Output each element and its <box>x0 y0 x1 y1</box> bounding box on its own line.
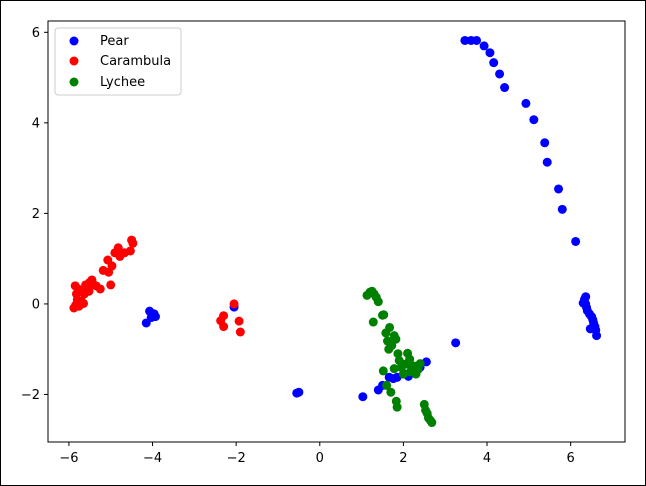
legend-marker-pear <box>69 36 79 46</box>
legend-label-carambula: Carambula <box>100 54 171 69</box>
data-point <box>554 184 564 194</box>
legend-marker-lychee <box>69 77 79 87</box>
data-point <box>581 292 591 302</box>
x-tick-label: −6 <box>59 451 78 466</box>
data-point <box>472 35 482 45</box>
series-carambula <box>69 235 245 337</box>
data-point <box>95 284 105 294</box>
y-tick-label: 2 <box>32 207 40 222</box>
data-point <box>358 392 368 402</box>
data-point <box>405 354 415 364</box>
data-point <box>571 236 581 246</box>
data-point <box>479 41 489 51</box>
legend-entry-carambula: Carambula <box>69 54 171 69</box>
y-tick-label: 4 <box>32 116 40 131</box>
legend-entry-lychee: Lychee <box>69 75 145 90</box>
data-point <box>84 286 94 296</box>
points-layer <box>69 35 602 428</box>
data-point <box>73 284 83 294</box>
legend-label-pear: Pear <box>100 34 129 49</box>
y-axis: −2 0 2 4 6 <box>21 26 48 403</box>
x-tick-label: 6 <box>567 451 575 466</box>
data-point <box>235 327 245 337</box>
data-point <box>113 243 123 253</box>
data-point <box>385 322 395 332</box>
x-tick-label: 2 <box>399 451 407 466</box>
y-tick-label: 6 <box>32 26 40 41</box>
y-tick-label: 0 <box>32 297 40 312</box>
data-point <box>128 238 138 248</box>
data-point <box>392 402 402 412</box>
data-point <box>500 83 510 93</box>
data-point <box>379 310 389 320</box>
data-point <box>384 344 394 354</box>
x-tick-label: 4 <box>483 451 491 466</box>
data-point <box>219 311 229 321</box>
data-point <box>378 366 388 376</box>
data-point <box>234 316 244 326</box>
series-lychee <box>362 286 437 428</box>
data-point <box>106 280 116 290</box>
data-point <box>521 98 531 108</box>
data-point <box>294 387 304 397</box>
data-point <box>368 317 378 327</box>
data-point <box>389 364 399 374</box>
data-point <box>373 297 383 307</box>
data-point <box>396 362 406 372</box>
data-point <box>219 322 229 332</box>
data-point <box>460 35 470 45</box>
data-point <box>79 298 89 308</box>
data-point <box>540 138 550 148</box>
data-point <box>415 359 425 369</box>
data-point <box>393 349 403 359</box>
data-point <box>529 115 539 125</box>
legend-label-lychee: Lychee <box>100 75 145 90</box>
data-point <box>495 69 505 79</box>
x-tick-label: 0 <box>316 451 324 466</box>
data-point <box>592 331 602 341</box>
data-point <box>451 338 461 348</box>
data-point <box>398 369 408 379</box>
data-point <box>107 261 117 271</box>
x-axis: −6 −4 −2 0 2 4 6 <box>59 442 575 466</box>
x-tick-label: −4 <box>143 451 162 466</box>
data-point <box>229 299 239 309</box>
data-point <box>427 418 437 428</box>
data-point <box>386 387 396 397</box>
legend-box <box>54 27 182 96</box>
data-point <box>542 157 552 167</box>
data-point <box>489 58 499 68</box>
y-tick-label: −2 <box>21 388 40 403</box>
legend-marker-carambula <box>69 56 79 66</box>
data-point <box>382 380 392 390</box>
data-point <box>391 334 401 344</box>
data-point <box>125 246 135 256</box>
series-pear <box>141 35 602 402</box>
data-point <box>557 204 567 214</box>
legend-entry-pear: Pear <box>69 34 129 49</box>
data-point <box>585 324 595 334</box>
x-tick-label: −2 <box>227 451 246 466</box>
data-point <box>150 312 160 322</box>
data-point <box>485 48 495 58</box>
legend: Pear Carambula Lychee <box>54 27 182 96</box>
